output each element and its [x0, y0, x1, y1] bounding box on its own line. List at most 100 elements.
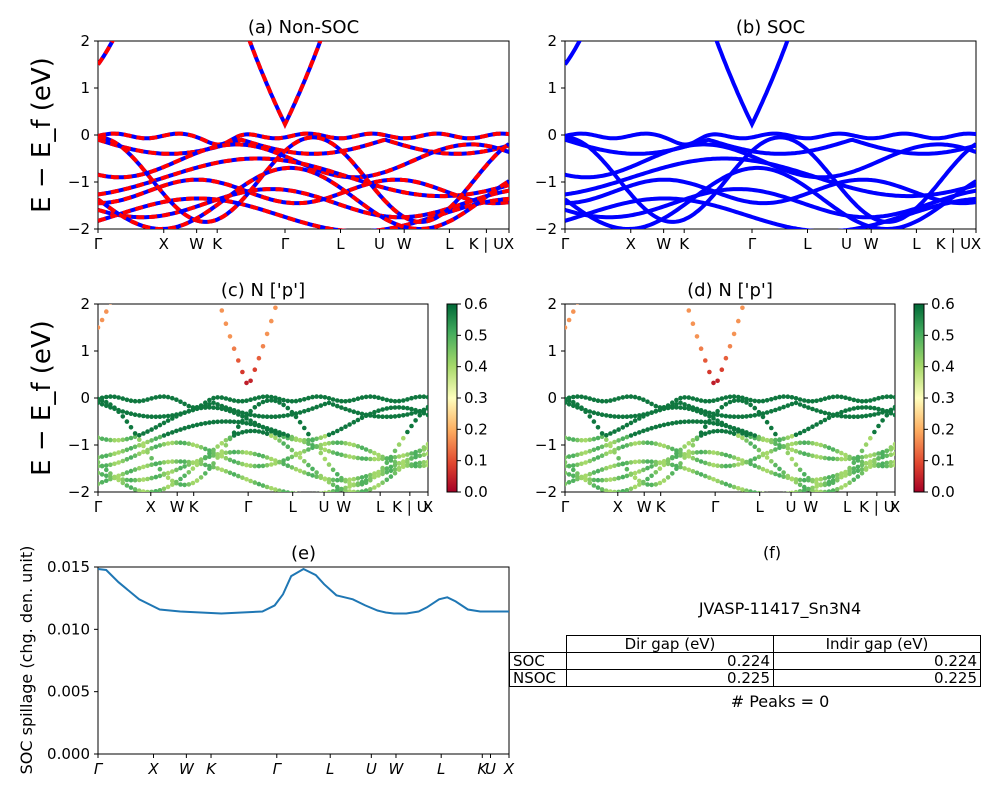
proj-point	[384, 460, 390, 466]
proj-point	[769, 449, 774, 454]
proj-point	[847, 396, 852, 402]
proj-point	[396, 467, 402, 472]
proj-point	[227, 457, 233, 463]
proj-point	[339, 426, 344, 432]
proj-point	[892, 394, 895, 400]
proj-point	[161, 420, 167, 426]
proj-point	[632, 394, 638, 400]
proj-point	[839, 471, 844, 476]
proj-point	[302, 425, 307, 431]
proj-point	[190, 480, 196, 486]
y-axis-label: SOC spillage (chg. den. unit)	[17, 546, 36, 775]
proj-point	[863, 442, 869, 447]
proj-point	[839, 394, 844, 400]
proj-point	[637, 430, 642, 435]
proj-point	[839, 409, 844, 415]
proj-point	[170, 478, 175, 484]
proj-point	[231, 449, 237, 455]
proj-point	[145, 476, 150, 482]
x-tick-label: W	[803, 498, 818, 516]
y-tick-label: 1	[547, 342, 557, 360]
proj-point	[661, 478, 667, 483]
proj-point	[579, 474, 584, 480]
proj-point	[565, 460, 568, 465]
proj-point	[314, 470, 319, 475]
proj-point	[405, 397, 410, 402]
proj-point	[297, 438, 303, 443]
proj-point	[616, 489, 621, 492]
proj-point	[686, 419, 692, 424]
proj-point	[182, 440, 187, 446]
proj-point	[632, 475, 638, 481]
proj-point	[388, 405, 394, 411]
proj-point	[752, 490, 758, 492]
proj-point	[773, 471, 778, 477]
proj-point	[698, 449, 704, 455]
x-tick-label: K	[212, 235, 223, 253]
proj-point	[182, 401, 187, 407]
proj-point	[703, 358, 708, 363]
x-tick-label: L	[843, 498, 852, 516]
proj-point	[719, 480, 725, 485]
proj-point	[661, 406, 667, 412]
y-tick-label: −1	[535, 436, 557, 454]
proj-point	[595, 398, 601, 404]
y-tick-label: −2	[68, 483, 90, 501]
proj-point	[215, 455, 220, 460]
proj-point	[740, 487, 745, 492]
x-tick-label: Γ	[711, 498, 720, 516]
proj-point	[248, 428, 253, 434]
proj-point	[384, 397, 390, 403]
proj-point	[736, 456, 741, 462]
colorbar-tick-label: 0.3	[464, 389, 488, 407]
proj-point	[269, 394, 274, 400]
proj-point	[785, 473, 791, 479]
proj-point	[322, 490, 328, 492]
proj-point	[388, 414, 394, 420]
indir-gap-value: 0.225	[773, 669, 981, 687]
proj-point	[707, 398, 712, 404]
proj-point	[310, 438, 315, 443]
proj-point	[203, 421, 208, 426]
proj-point	[752, 463, 758, 469]
proj-point	[736, 318, 741, 324]
band	[565, 165, 976, 229]
x-tick-label: W	[179, 760, 195, 778]
proj-point	[612, 489, 617, 492]
proj-point	[595, 446, 601, 451]
proj-point	[797, 489, 803, 492]
band-down	[98, 165, 509, 229]
proj-point	[797, 430, 803, 436]
proj-point	[595, 425, 601, 430]
proj-point	[752, 433, 758, 438]
proj-point	[137, 413, 142, 418]
proj-point	[637, 478, 642, 484]
proj-point	[153, 489, 159, 492]
proj-point	[322, 441, 328, 447]
proj-point	[587, 477, 593, 482]
proj-point	[252, 480, 258, 485]
proj-point	[657, 423, 663, 429]
band	[565, 137, 976, 156]
proj-point	[170, 395, 175, 401]
proj-point	[690, 396, 696, 401]
proj-point	[244, 477, 249, 482]
proj-point	[826, 475, 832, 480]
proj-point	[421, 452, 427, 458]
proj-point	[773, 492, 778, 497]
proj-point	[297, 419, 303, 425]
y-tick-label: 0.000	[47, 745, 90, 763]
proj-point	[571, 463, 576, 468]
proj-point	[330, 477, 336, 483]
proj-point	[810, 406, 815, 412]
x-tick-label: L	[289, 498, 298, 516]
proj-point	[715, 378, 720, 384]
x-tick-label: U	[485, 760, 496, 778]
proj-point	[616, 427, 621, 432]
proj-point	[240, 410, 245, 416]
proj-point	[599, 467, 605, 472]
proj-point	[256, 413, 262, 419]
proj-point	[632, 459, 638, 465]
proj-point	[814, 481, 819, 486]
